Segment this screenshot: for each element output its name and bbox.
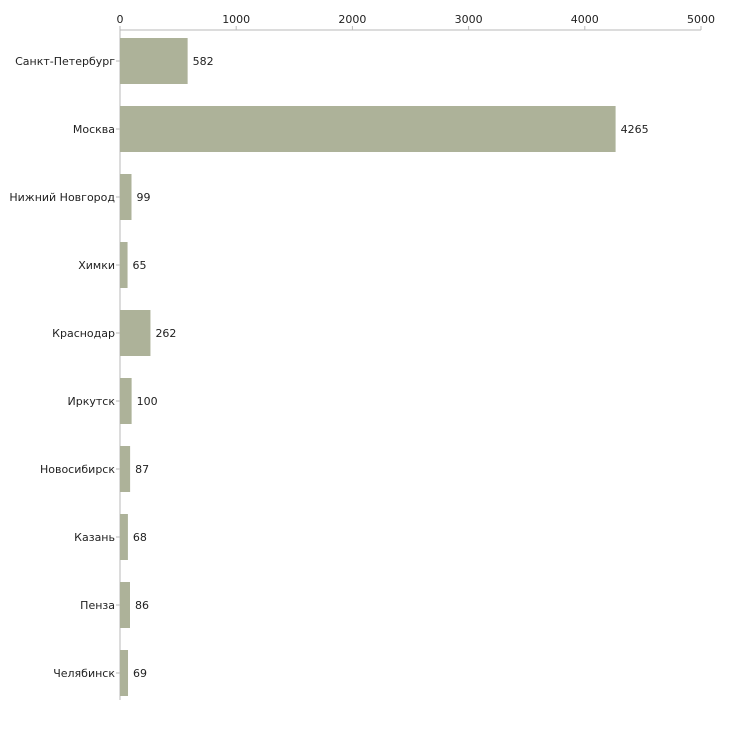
bar — [120, 514, 128, 560]
category-label: Казань — [74, 531, 115, 544]
category-label: Краснодар — [52, 327, 115, 340]
x-tick-label: 4000 — [571, 13, 599, 26]
data-label: 86 — [135, 599, 149, 612]
bar — [120, 446, 131, 492]
data-label: 69 — [133, 667, 147, 680]
bar — [120, 650, 129, 696]
x-tick-label: 3000 — [455, 13, 483, 26]
data-label: 582 — [193, 55, 214, 68]
category-label: Иркутск — [68, 395, 116, 408]
data-label: 65 — [133, 259, 147, 272]
bar — [120, 174, 132, 220]
bar — [120, 38, 188, 84]
bar — [120, 242, 128, 288]
category-label: Челябинск — [53, 667, 115, 680]
category-label: Химки — [78, 259, 115, 272]
data-label: 99 — [137, 191, 151, 204]
x-tick-label: 5000 — [687, 13, 715, 26]
data-label: 262 — [155, 327, 176, 340]
bar — [120, 582, 130, 628]
bar — [120, 106, 616, 152]
data-label: 68 — [133, 531, 147, 544]
bars: 582 4265 99 65 262 100 87 68 86 69 — [120, 38, 649, 696]
x-axis: 0 1000 2000 3000 4000 5000 — [117, 13, 715, 31]
y-axis: Санкт-Петербург Москва Нижний Новгород Химк… — [9, 30, 121, 700]
category-label: Москва — [73, 123, 115, 136]
category-label: Новосибирск — [40, 463, 115, 476]
data-label: 87 — [135, 463, 149, 476]
x-tick-label: 1000 — [222, 13, 250, 26]
x-tick-label: 2000 — [338, 13, 366, 26]
category-label: Пенза — [80, 599, 115, 612]
bar — [120, 310, 151, 356]
x-tick-label: 0 — [117, 13, 124, 26]
category-label: Нижний Новгород — [9, 191, 115, 204]
data-label: 100 — [137, 395, 158, 408]
data-label: 4265 — [621, 123, 649, 136]
bar — [120, 378, 132, 424]
category-label: Санкт-Петербург — [15, 55, 115, 68]
